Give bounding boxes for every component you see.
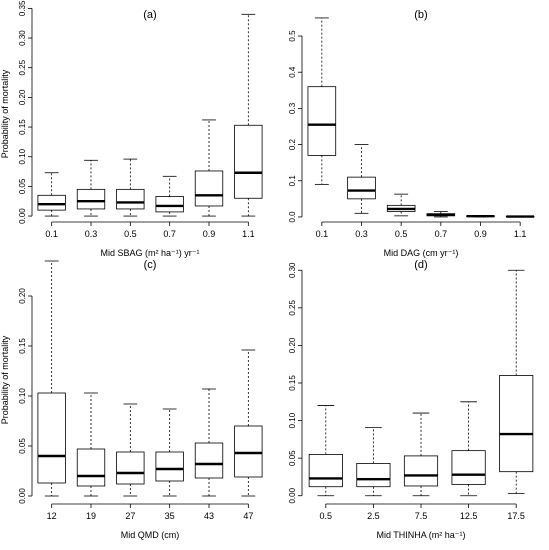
box	[499, 375, 534, 473]
box	[155, 451, 184, 482]
y-tick-label: 0.25	[288, 300, 297, 316]
box	[194, 170, 224, 207]
y-tick-label: 0.05	[288, 450, 297, 466]
box	[308, 453, 343, 488]
box	[194, 442, 224, 479]
box	[76, 188, 106, 210]
x-tick-label: 0.5	[124, 229, 137, 239]
y-tick-label: 0.2	[288, 138, 297, 150]
y-tick-label: 0.00	[18, 488, 27, 504]
x-tick-label: 12.5	[460, 511, 478, 521]
x-tick-label: 2.5	[367, 511, 380, 521]
x-tick-label: 0.5	[395, 229, 408, 239]
x-tick-label: 0.3	[355, 229, 368, 239]
box	[234, 425, 263, 478]
box	[116, 188, 145, 210]
x-tick-label: 0.9	[203, 229, 216, 239]
y-tick-label: 0.00	[288, 487, 297, 503]
x-tick-label: 0.5	[320, 511, 333, 521]
x-axis-label: Mid SBAG (m² ha⁻¹) yr⁻¹	[100, 248, 199, 258]
y-tick-label: 0.30	[288, 262, 297, 278]
box	[37, 392, 66, 484]
box	[307, 86, 337, 156]
box	[451, 450, 486, 485]
y-tick-label: 0.20	[18, 89, 27, 105]
x-tick-label: 17.5	[507, 511, 525, 521]
box	[403, 455, 439, 487]
x-tick-label: 0.1	[45, 229, 58, 239]
x-axis-label: Mid THINHA (m² ha⁻¹)	[376, 530, 465, 540]
panel-label: (a)	[143, 9, 156, 21]
box	[347, 176, 376, 200]
panel-label: (d)	[414, 259, 427, 271]
x-tick-label: 7.5	[415, 511, 428, 521]
x-tick-label: 1.1	[242, 229, 255, 239]
x-axis-label: Mid DAG (cm yr⁻¹)	[384, 248, 459, 258]
x-tick-label: 43	[204, 511, 214, 521]
box	[356, 463, 391, 488]
y-tick-label: 0.00	[18, 208, 27, 224]
box	[234, 124, 263, 199]
box	[76, 448, 106, 487]
x-tick-label: 0.9	[474, 229, 487, 239]
y-tick-label: 0.5	[288, 30, 297, 42]
y-tick-label: 0.35	[18, 0, 27, 16]
x-tick-label: 0.3	[85, 229, 98, 239]
y-tick-label: 0.20	[288, 337, 297, 353]
y-tick-label: 0.15	[18, 338, 27, 354]
y-tick-label: 0.3	[288, 102, 297, 114]
box	[116, 451, 145, 485]
y-tick-label: 0.4	[288, 66, 297, 78]
x-axis-label: Mid QMD (cm)	[121, 530, 180, 540]
x-tick-label: 0.7	[163, 229, 176, 239]
y-axis-label: Probability of mortality	[0, 69, 10, 158]
y-tick-label: 0.05	[18, 438, 27, 454]
y-tick-label: 0.10	[18, 388, 27, 404]
y-tick-label: 0.10	[18, 148, 27, 164]
y-tick-label: 0.05	[18, 178, 27, 194]
y-axis-label: Probability of mortality	[0, 335, 10, 424]
panel-label: (b)	[414, 9, 427, 21]
y-tick-label: 0.30	[18, 30, 27, 46]
y-tick-label: 0.15	[288, 375, 297, 391]
y-tick-label: 0.1	[288, 175, 297, 187]
x-tick-label: 19	[86, 511, 96, 521]
x-tick-label: 0.1	[316, 229, 329, 239]
box	[37, 194, 66, 211]
y-tick-label: 0.10	[288, 412, 297, 428]
panel-label: (c)	[144, 259, 157, 271]
box	[155, 196, 184, 213]
y-tick-label: 0.25	[18, 59, 27, 75]
x-tick-label: 1.1	[514, 229, 527, 239]
y-tick-label: 0.15	[18, 119, 27, 135]
x-tick-label: 35	[165, 511, 175, 521]
x-tick-label: 0.7	[435, 229, 448, 239]
y-tick-label: 0.20	[18, 288, 27, 304]
x-tick-label: 47	[243, 511, 253, 521]
x-tick-label: 27	[125, 511, 135, 521]
y-tick-label: 0.0	[288, 211, 297, 223]
x-tick-label: 12	[47, 511, 57, 521]
